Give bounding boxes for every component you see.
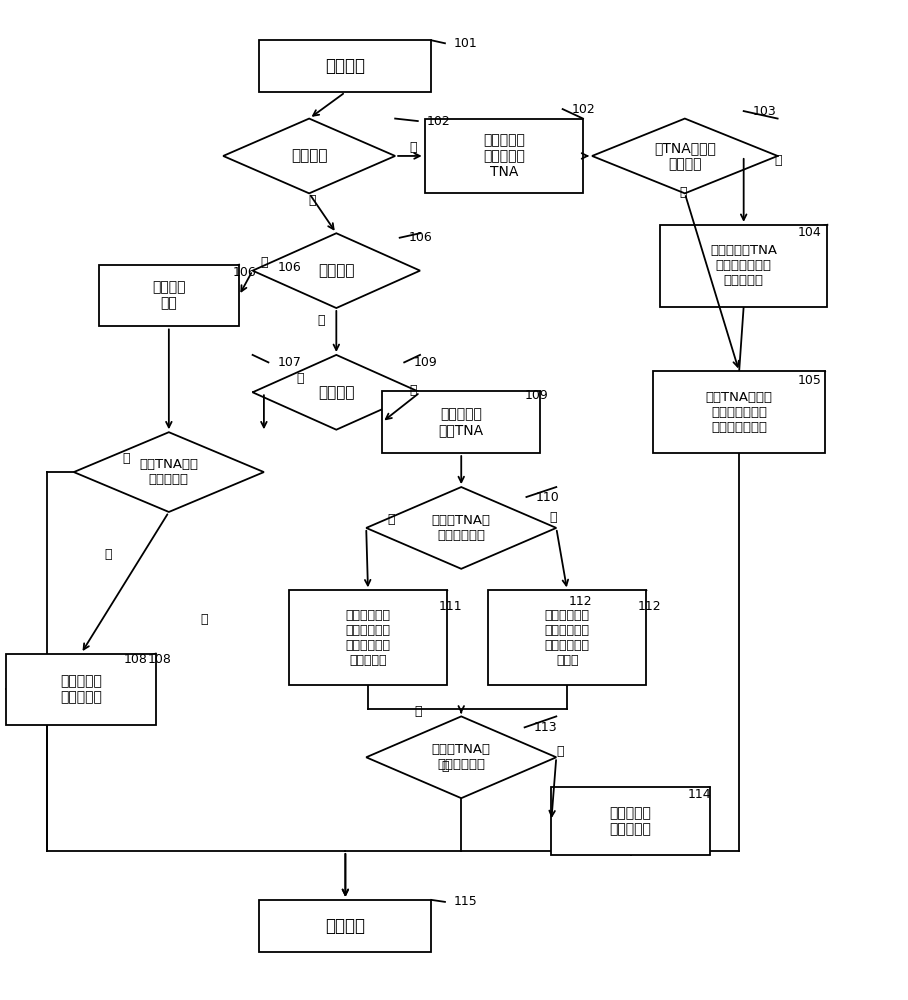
Text: 删除原所属
的捆束链路: 删除原所属 的捆束链路 xyxy=(609,806,651,836)
Text: 配置TNA对应的
新捆束链路并配
置为其成员链路: 配置TNA对应的 新捆束链路并配 置为其成员链路 xyxy=(706,391,773,434)
Text: 102: 102 xyxy=(427,115,450,128)
Text: 删除数据
链路: 删除数据 链路 xyxy=(153,280,185,311)
Polygon shape xyxy=(366,487,557,569)
Bar xyxy=(425,119,583,193)
Text: 104: 104 xyxy=(798,226,822,239)
Text: 否: 否 xyxy=(308,194,316,207)
Bar xyxy=(6,654,156,725)
Polygon shape xyxy=(252,233,420,308)
Text: 108: 108 xyxy=(123,653,147,666)
Text: 从原捆束链路
中移除并配置
为新捆束链路
的成员链路: 从原捆束链路 中移除并配置 为新捆束链路 的成员链路 xyxy=(346,609,390,667)
Text: 112: 112 xyxy=(569,595,593,608)
Text: 配置数据链
路及对应的
TNA: 配置数据链 路及对应的 TNA xyxy=(483,133,525,179)
Text: 否: 否 xyxy=(557,745,564,758)
Text: 删除原所属
的捆束链路: 删除原所属 的捆束链路 xyxy=(60,674,102,705)
Text: 109: 109 xyxy=(525,389,548,402)
Bar xyxy=(488,590,646,685)
Text: 配置开始: 配置开始 xyxy=(325,57,365,75)
Text: 是否删除: 是否删除 xyxy=(318,263,354,278)
Text: 106: 106 xyxy=(232,266,256,279)
Text: 101: 101 xyxy=(454,37,478,50)
Text: 是: 是 xyxy=(410,384,417,397)
Text: 115: 115 xyxy=(454,895,478,908)
Text: 是否修改: 是否修改 xyxy=(318,385,354,400)
Text: 110: 110 xyxy=(536,491,559,504)
Text: 配置结束: 配置结束 xyxy=(325,917,365,935)
Text: 配置为已有TNA
对应的捆束链路
的成员链路: 配置为已有TNA 对应的捆束链路 的成员链路 xyxy=(710,244,777,287)
Text: 修改前TNA是
否有相同配置: 修改前TNA是 否有相同配置 xyxy=(431,743,490,771)
Text: 108: 108 xyxy=(148,653,172,666)
Text: 102: 102 xyxy=(572,103,596,116)
Bar xyxy=(551,787,710,855)
Text: 删除TNA是否
有相同配置: 删除TNA是否 有相同配置 xyxy=(139,458,198,486)
Bar xyxy=(260,900,431,952)
Text: 否: 否 xyxy=(679,186,686,199)
Text: 否: 否 xyxy=(317,314,325,327)
Text: 113: 113 xyxy=(534,721,558,734)
Text: 修改数据链
路的TNA: 修改数据链 路的TNA xyxy=(439,407,484,437)
Text: 是: 是 xyxy=(201,613,208,626)
Text: 是: 是 xyxy=(104,548,112,561)
Polygon shape xyxy=(592,119,777,193)
Text: 107: 107 xyxy=(278,356,301,369)
Text: 否: 否 xyxy=(550,511,558,524)
Text: 106: 106 xyxy=(409,231,432,244)
Text: 103: 103 xyxy=(753,105,776,118)
Text: 是: 是 xyxy=(261,256,268,269)
Text: 是: 是 xyxy=(775,154,782,167)
Polygon shape xyxy=(74,432,264,512)
Text: 106: 106 xyxy=(277,261,301,274)
Bar xyxy=(382,391,540,453)
Text: 105: 105 xyxy=(798,374,822,387)
Bar xyxy=(660,225,827,307)
Text: 是: 是 xyxy=(387,513,394,526)
Text: 111: 111 xyxy=(439,600,462,613)
Polygon shape xyxy=(223,119,395,193)
Text: 否: 否 xyxy=(414,705,421,718)
Text: 112: 112 xyxy=(637,600,661,613)
Text: 是: 是 xyxy=(410,141,417,154)
Text: 生成新捆束链
路并配置为新
捆束链路的成
员链路: 生成新捆束链 路并配置为新 捆束链路的成 员链路 xyxy=(545,609,589,667)
Text: 是: 是 xyxy=(441,760,449,773)
Polygon shape xyxy=(252,355,420,430)
Text: 是否新增: 是否新增 xyxy=(291,148,328,163)
Text: 否: 否 xyxy=(296,372,304,385)
Text: 否: 否 xyxy=(123,452,130,465)
Text: 114: 114 xyxy=(687,788,711,801)
Text: 修改后TNA是
否有相同配置: 修改后TNA是 否有相同配置 xyxy=(431,514,490,542)
Bar xyxy=(289,590,448,685)
Bar xyxy=(99,265,239,326)
Text: 新TNA是否与
已有相同: 新TNA是否与 已有相同 xyxy=(654,141,716,171)
Text: 109: 109 xyxy=(413,356,437,369)
Bar xyxy=(653,371,825,453)
Bar xyxy=(260,40,431,92)
Polygon shape xyxy=(366,716,557,798)
